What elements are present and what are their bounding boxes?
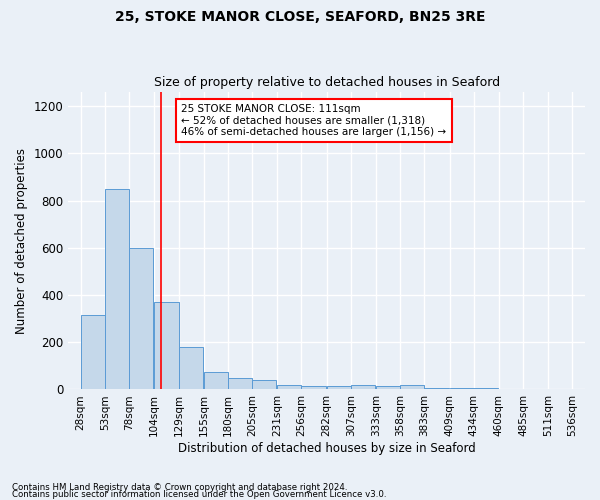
Bar (473, 388, 498, 390)
X-axis label: Distribution of detached houses by size in Seaford: Distribution of detached houses by size … (178, 442, 475, 455)
Bar (203, 372, 228, 390)
Text: 25, STOKE MANOR CLOSE, SEAFORD, BN25 3RE: 25, STOKE MANOR CLOSE, SEAFORD, BN25 3RE (115, 10, 485, 24)
Text: Contains public sector information licensed under the Open Government Licence v3: Contains public sector information licen… (12, 490, 386, 499)
Text: 25 STOKE MANOR CLOSE: 111sqm
← 52% of detached houses are smaller (1,318)
46% of: 25 STOKE MANOR CLOSE: 111sqm ← 52% of de… (181, 104, 446, 137)
Bar (351, 385, 375, 390)
Bar (277, 384, 301, 390)
Bar (105, 189, 129, 390)
Title: Size of property relative to detached houses in Seaford: Size of property relative to detached ho… (154, 76, 500, 90)
Bar (301, 386, 326, 390)
Text: Contains HM Land Registry data © Crown copyright and database right 2024.: Contains HM Land Registry data © Crown c… (12, 484, 347, 492)
Bar (228, 378, 252, 390)
Bar (548, 389, 572, 390)
Y-axis label: Number of detached properties: Number of detached properties (15, 148, 28, 334)
Bar (129, 248, 154, 390)
Bar (523, 389, 547, 390)
Bar (499, 389, 523, 390)
Bar (449, 388, 473, 390)
Bar (252, 380, 276, 390)
Bar (154, 302, 179, 390)
Bar (424, 388, 449, 390)
Bar (376, 386, 400, 390)
Bar (400, 385, 424, 390)
Bar (326, 386, 351, 390)
Bar (179, 347, 203, 390)
Bar (81, 315, 105, 390)
